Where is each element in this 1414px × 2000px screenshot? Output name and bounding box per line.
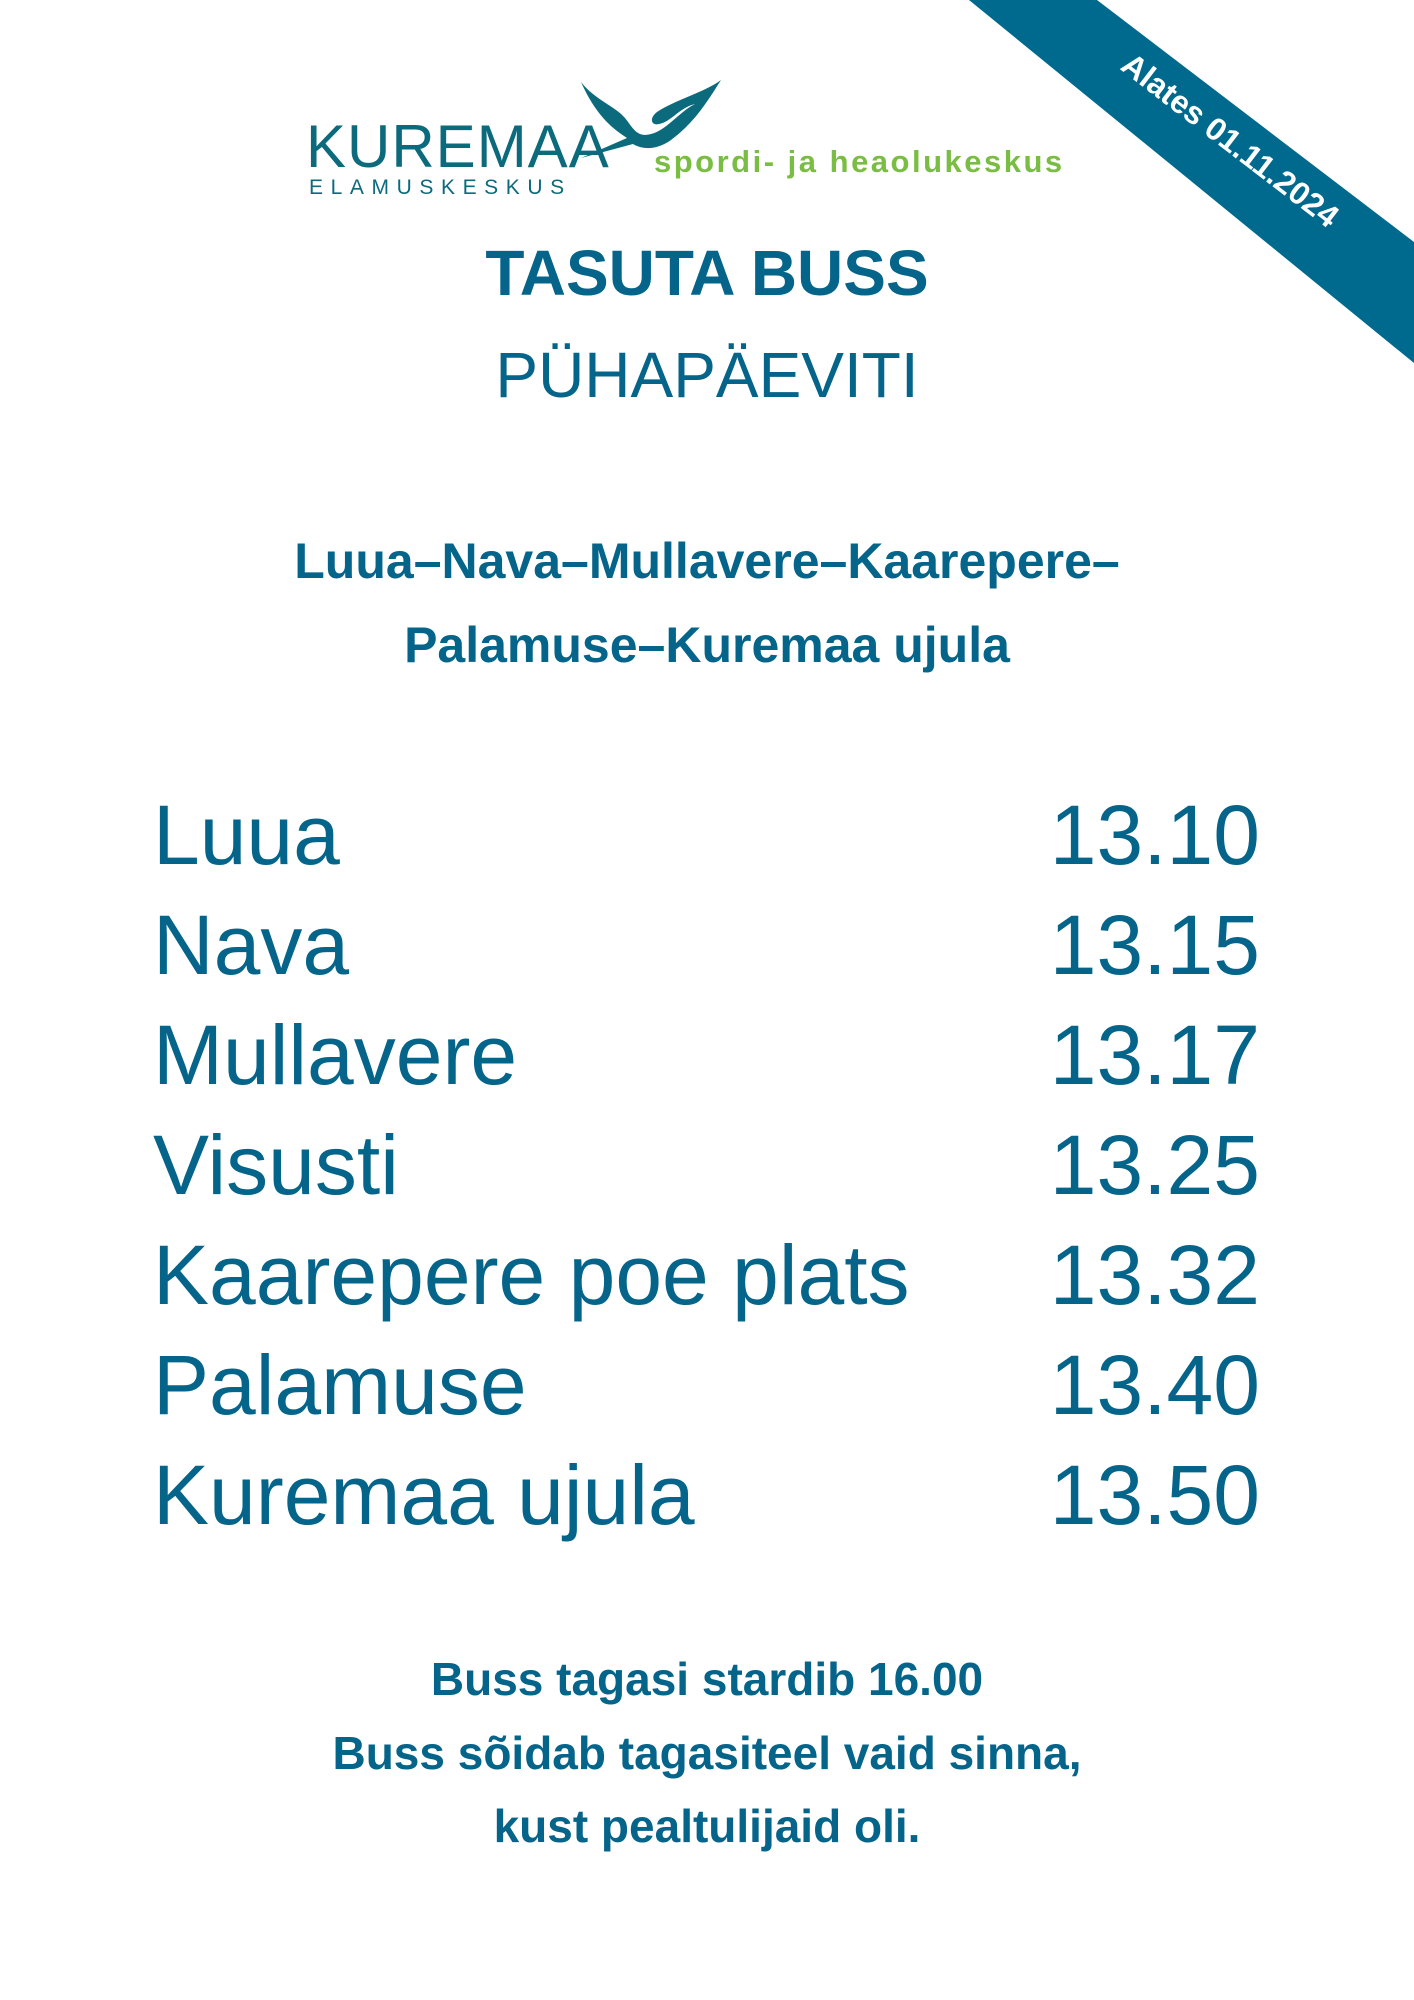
stop-name: Palamuse bbox=[153, 1337, 527, 1432]
route-line-2: Palamuse–Kuremaa ujula bbox=[404, 617, 1010, 673]
page-subtitle: PÜHAPÄEVITI bbox=[495, 339, 919, 411]
logo-subname: ELAMUSKESKUS bbox=[309, 176, 572, 199]
schedule-row: Kuremaa ujula 13.50 bbox=[153, 1440, 1260, 1550]
stop-time: 13.10 bbox=[1049, 787, 1260, 882]
stop-name: Mullavere bbox=[153, 1007, 518, 1102]
schedule-row: Nava 13.15 bbox=[153, 890, 1260, 1000]
stop-time: 13.50 bbox=[1049, 1447, 1260, 1542]
stop-name: Visusti bbox=[153, 1117, 399, 1212]
logo-tagline: spordi- ja heaolukeskus bbox=[654, 144, 1065, 179]
crane-bird-icon bbox=[581, 80, 721, 158]
logo-name: KUREMAA bbox=[306, 113, 610, 180]
page-title: TASUTA BUSS bbox=[485, 237, 929, 309]
footer-line-1: Buss tagasi stardib 16.00 bbox=[430, 1653, 984, 1705]
stop-time: 13.25 bbox=[1049, 1117, 1260, 1212]
schedule-row: Visusti 13.25 bbox=[153, 1110, 1260, 1220]
stop-time: 13.17 bbox=[1049, 1007, 1260, 1102]
stop-time: 13.15 bbox=[1049, 897, 1260, 992]
schedule-row: Mullavere 13.17 bbox=[153, 1000, 1260, 1110]
stop-time: 13.40 bbox=[1049, 1337, 1260, 1432]
schedule-row: Palamuse 13.40 bbox=[153, 1330, 1260, 1440]
footer-line-3: kust pealtulijaid oli. bbox=[493, 1800, 921, 1852]
stop-time: 13.32 bbox=[1049, 1227, 1260, 1322]
stop-name: Kuremaa ujula bbox=[153, 1447, 695, 1542]
schedule-row: Luua 13.10 bbox=[153, 780, 1260, 890]
route-line-1: Luua–Nava–Mullavere–Kaarepere– bbox=[294, 533, 1120, 589]
stop-name: Nava bbox=[153, 897, 350, 992]
stop-name: Luua bbox=[153, 787, 340, 882]
schedule-row: Kaarepere poe plats 13.32 bbox=[153, 1220, 1260, 1330]
date-banner-text: Alates 01.11.2024 bbox=[1114, 45, 1346, 235]
stop-name: Kaarepere poe plats bbox=[153, 1227, 910, 1322]
footer-line-2: Buss sõidab tagasiteel vaid sinna, bbox=[332, 1727, 1082, 1779]
